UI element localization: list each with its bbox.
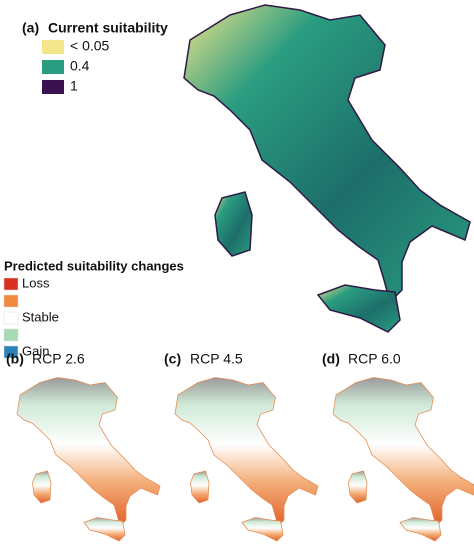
panel-letter: (d) <box>322 351 340 367</box>
panel-letter: (b) <box>6 351 24 367</box>
legend-swatch <box>42 60 64 74</box>
panel-letter: (c) <box>164 351 181 367</box>
italy-map-d <box>332 377 474 542</box>
legend-label: 0.4 <box>70 58 90 74</box>
legend-swatch <box>3 294 19 308</box>
legend-swatch <box>42 40 64 54</box>
legend-swatch <box>3 345 19 359</box>
panel-title: RCP 2.6 <box>32 351 85 367</box>
legend-label: Gain <box>22 343 49 358</box>
legend-swatch <box>3 311 19 325</box>
panel-title: RCP 4.5 <box>190 351 243 367</box>
legend-label: < 0.05 <box>70 38 110 54</box>
italy-map-b <box>16 377 161 542</box>
panel-title: RCP 6.0 <box>348 351 401 367</box>
legend-swatch <box>3 328 19 342</box>
panel-titles: (b) RCP 2.6 (c) RCP 4.5 (d) RCP 6.0 <box>6 351 401 367</box>
legend-label: 1 <box>70 78 78 94</box>
legends: < 0.05 0.4 1 Loss Stable Gain <box>3 38 110 359</box>
italy-map-c <box>174 377 319 542</box>
legend-title: Predicted suitability changes <box>4 258 184 273</box>
legend-label: Loss <box>22 275 50 290</box>
legend-swatch <box>42 80 64 94</box>
panel-title: Current suitability <box>48 20 168 36</box>
panel-letter: (a) <box>22 20 39 36</box>
legend-swatch <box>3 277 19 291</box>
legend-label: Stable <box>22 309 59 324</box>
italy-map <box>183 4 471 333</box>
